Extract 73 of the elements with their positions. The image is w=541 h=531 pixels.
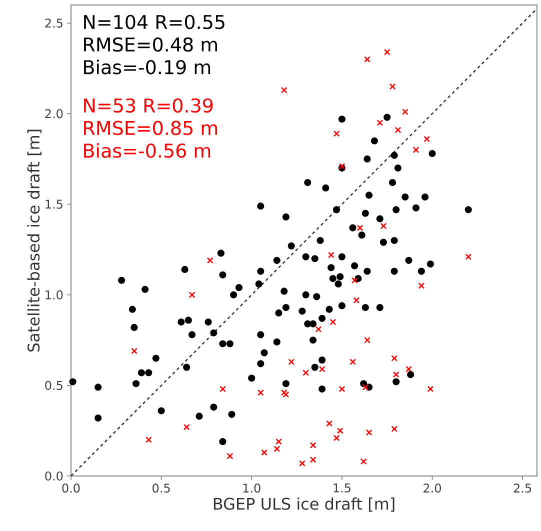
point (333, 130, 340, 137)
point (328, 252, 334, 258)
point (226, 452, 234, 460)
annotation: Bias=-0.56 m (84, 143, 210, 158)
y-tick-label: 1.5 (46, 200, 62, 209)
point (362, 384, 369, 390)
annotation: RMSE=0.48 m (84, 37, 218, 52)
point (376, 120, 384, 126)
y-tick-label: 2.0 (45, 109, 63, 118)
point (276, 438, 282, 445)
point (183, 424, 190, 430)
y-tick-label: 0.0 (45, 471, 63, 481)
point (424, 136, 430, 142)
point (412, 146, 420, 154)
point (406, 366, 412, 372)
point (188, 292, 196, 298)
point (394, 126, 402, 134)
annotation: Bias=-0.19 m (84, 60, 210, 74)
y-tick-label: 0.5 (45, 380, 62, 390)
x-tick-label: 1.0 (243, 484, 260, 493)
y-tick-label: 2.5 (45, 18, 62, 28)
x-tick-label: 0.0 (62, 484, 80, 493)
point (338, 163, 346, 170)
point (356, 224, 364, 232)
point (364, 56, 370, 63)
point (288, 358, 295, 366)
point (384, 48, 390, 56)
point (326, 420, 332, 427)
y-tick-label: 1.0 (46, 290, 63, 300)
point (392, 371, 400, 378)
point (391, 426, 398, 432)
point (427, 386, 434, 392)
point (131, 348, 138, 354)
point (336, 428, 344, 434)
point (389, 83, 396, 90)
x-tick-label: 1.5 (334, 484, 350, 492)
point (338, 386, 346, 392)
annotation: RMSE=0.85 m (84, 120, 218, 136)
point (364, 336, 370, 344)
point (220, 386, 226, 392)
point (302, 370, 310, 376)
point (351, 277, 358, 284)
point (280, 86, 288, 94)
point (380, 222, 387, 230)
point (206, 257, 214, 264)
point (315, 326, 322, 332)
x-axis-title: BGEP ULS ice draft [m] (214, 497, 394, 512)
point (310, 442, 316, 448)
point (333, 434, 340, 442)
x-tick-label: 0.5 (152, 484, 170, 493)
point (274, 446, 280, 452)
point (360, 458, 367, 465)
annotation: N=53 R=0.39 (84, 98, 213, 113)
point (353, 297, 360, 304)
point (310, 456, 316, 463)
point (145, 436, 152, 443)
point (299, 460, 306, 467)
point (402, 108, 408, 116)
x-tick-label: 2.0 (424, 484, 441, 493)
point (330, 318, 336, 326)
point (261, 449, 268, 456)
point (465, 254, 472, 260)
point (391, 355, 398, 362)
point (282, 391, 290, 398)
y-axis-title: Satellite-based ice draft [m] (27, 130, 42, 352)
point (418, 282, 425, 289)
x-tick-label: 2.5 (514, 484, 532, 493)
point (257, 389, 264, 396)
point (280, 389, 288, 396)
annotation: N=104 R=0.55 (84, 14, 224, 30)
point (366, 429, 372, 436)
point (350, 358, 356, 366)
point (318, 366, 326, 372)
